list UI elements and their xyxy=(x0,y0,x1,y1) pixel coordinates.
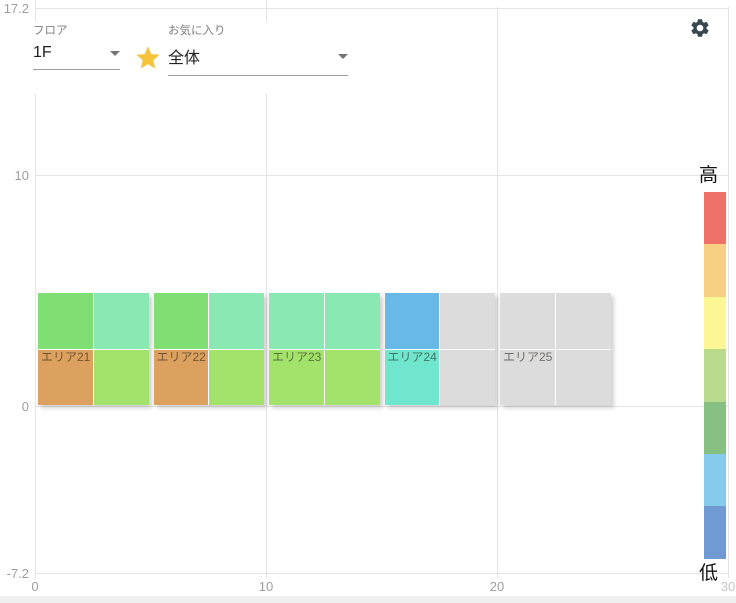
floor-select-label: フロア xyxy=(33,25,68,37)
area-heat-cell xyxy=(384,292,440,349)
area-block[interactable]: エリア23 xyxy=(269,292,380,406)
area-label: エリア23 xyxy=(272,350,322,365)
area-heat-cell xyxy=(440,292,495,349)
bottom-strip xyxy=(0,596,736,603)
v-gridline xyxy=(35,0,36,578)
h-gridline xyxy=(35,174,728,176)
area-label: エリア25 xyxy=(503,350,553,365)
favorite-star-button[interactable] xyxy=(134,44,162,77)
area-heat-cell xyxy=(500,292,555,349)
area-heat-cell xyxy=(93,292,149,349)
area-heat-cell xyxy=(324,349,380,406)
area-heat-cell xyxy=(555,292,611,349)
x-tick-label: 0 xyxy=(31,579,39,594)
favorite-select[interactable]: お気に入り 全体 xyxy=(168,22,348,76)
area-heat-cell xyxy=(38,292,93,349)
area-heat-cell xyxy=(209,292,264,349)
legend-color-segment xyxy=(704,296,726,350)
color-legend: 高 低 xyxy=(699,163,729,587)
h-gridline xyxy=(35,573,728,574)
h-gridline xyxy=(35,8,728,9)
legend-low-label: 低 xyxy=(699,562,719,584)
y-tick-label: -7.2 xyxy=(6,566,29,581)
area-block[interactable]: エリア22 xyxy=(153,292,264,406)
area-heat-cell xyxy=(269,349,324,406)
area-heat-cell xyxy=(153,292,209,349)
gear-icon xyxy=(691,19,709,37)
area-heat-cell xyxy=(38,349,93,406)
x-tick-label: 10 xyxy=(258,579,274,594)
area-heat-cell xyxy=(209,349,264,406)
v-gridline xyxy=(266,0,267,578)
area-heat-cell xyxy=(384,349,440,406)
area-label: エリア21 xyxy=(41,350,91,365)
area-heat-cell xyxy=(153,349,209,406)
area-heat-cell xyxy=(555,349,611,406)
area-heat-cell xyxy=(93,349,149,406)
floor-select-value: 1F xyxy=(33,44,52,61)
area-heat-cell xyxy=(269,292,324,349)
area-block[interactable]: エリア21 xyxy=(38,292,149,406)
legend-color-segment xyxy=(704,401,726,454)
x-tick-label: 20 xyxy=(489,579,505,594)
chevron-down-icon xyxy=(338,53,348,59)
legend-color-segment xyxy=(704,506,726,559)
chevron-down-icon xyxy=(110,50,120,56)
legend-color-segment xyxy=(704,244,726,297)
area-heat-cell xyxy=(500,349,555,406)
settings-button[interactable] xyxy=(688,17,712,41)
star-icon xyxy=(136,46,160,69)
v-gridline xyxy=(728,7,729,578)
legend-color-bar xyxy=(704,192,726,559)
area-block[interactable]: エリア25 xyxy=(500,292,611,406)
h-gridline xyxy=(35,406,728,408)
floor-select[interactable]: フロア 1F xyxy=(33,22,120,70)
area-heat-cell xyxy=(324,292,380,349)
favorite-select-label: お気に入り xyxy=(168,25,226,37)
legend-high-label: 高 xyxy=(699,165,719,186)
y-tick-label: 10 xyxy=(14,167,29,183)
area-label: エリア22 xyxy=(156,350,206,365)
area-label: エリア24 xyxy=(387,350,437,365)
filter-controls: フロア 1F お気に入り 全体 xyxy=(26,22,368,94)
y-tick-label: 0 xyxy=(21,399,29,415)
y-tick-label: 17.2 xyxy=(3,1,29,16)
area-block[interactable]: エリア24 xyxy=(384,292,495,406)
favorite-select-value: 全体 xyxy=(168,50,201,67)
legend-color-segment xyxy=(704,453,726,507)
v-gridline xyxy=(497,7,498,578)
legend-color-segment xyxy=(704,192,726,245)
legend-color-segment xyxy=(704,349,726,402)
x-tick-label: 30 xyxy=(720,579,736,594)
area-heat-cell xyxy=(440,349,495,406)
